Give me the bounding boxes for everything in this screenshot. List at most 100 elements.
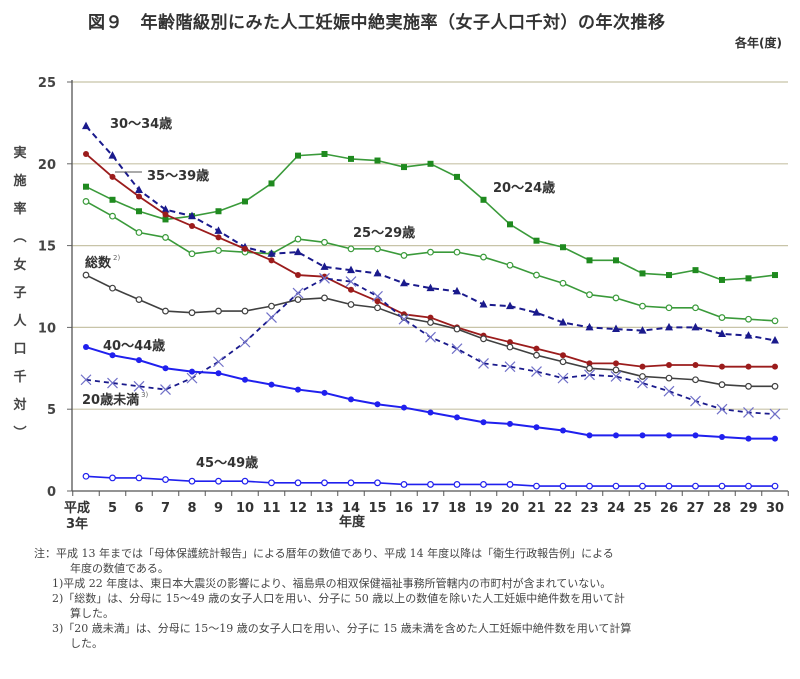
data-point xyxy=(295,386,301,393)
data-point xyxy=(319,272,330,284)
data-point xyxy=(744,331,753,339)
x-tick-label: 23 xyxy=(580,501,598,516)
data-point xyxy=(584,369,595,381)
data-point xyxy=(241,477,249,485)
x-tick-label-line2: 3年 xyxy=(66,516,88,532)
data-point xyxy=(612,366,620,374)
x-tick-label: 8 xyxy=(187,501,196,516)
data-point xyxy=(214,226,223,234)
data-point xyxy=(186,372,198,384)
data-point xyxy=(133,380,145,392)
data-point xyxy=(612,294,620,302)
y-axis-label: 実 施 率 ︵ 女 子 人 口 千 対 ︶ xyxy=(10,140,30,448)
footnotes: 注：平成 13 年までは「母体保護統計報告」による暦年の数値であり、平成 14 … xyxy=(34,546,774,651)
data-point xyxy=(745,435,752,442)
series-line xyxy=(85,200,776,322)
y-axis-label-char: ︶ xyxy=(13,426,27,441)
data-point xyxy=(189,368,195,375)
series-label: 20〜24歳 xyxy=(493,180,555,196)
y-axis-label-char: 実 xyxy=(13,146,27,161)
data-point xyxy=(109,284,116,292)
data-point xyxy=(613,257,619,264)
data-point xyxy=(241,307,249,315)
data-point xyxy=(242,198,248,205)
data-point xyxy=(347,301,355,308)
data-point xyxy=(639,482,646,490)
note-2-line1: 2)「総数」は、分母に 15〜49 歳の女子人口を用い、分子に 50 歳以上の数… xyxy=(52,592,625,605)
y-tick-label: 5 xyxy=(47,403,56,418)
x-tick-label: 25 xyxy=(633,501,651,516)
data-point xyxy=(718,314,726,321)
data-point xyxy=(772,435,778,442)
data-point xyxy=(425,331,436,343)
data-point xyxy=(560,352,566,359)
data-point xyxy=(82,121,90,130)
x-tick-label: 12 xyxy=(289,501,307,516)
data-point xyxy=(215,234,222,241)
data-point xyxy=(612,324,620,333)
data-point xyxy=(613,360,619,367)
data-point xyxy=(398,313,410,325)
x-tick-label: 11 xyxy=(262,501,280,516)
x-tick-label: 7 xyxy=(161,501,170,516)
data-point xyxy=(347,265,355,274)
data-point xyxy=(692,362,699,369)
data-point xyxy=(268,479,275,487)
data-point xyxy=(719,434,725,441)
data-point xyxy=(374,245,381,253)
data-point xyxy=(374,401,381,408)
series-line xyxy=(85,125,776,342)
data-point xyxy=(374,304,381,312)
data-point xyxy=(586,482,593,490)
data-point xyxy=(400,481,408,488)
x-tick-label: 20 xyxy=(501,501,519,516)
data-point xyxy=(162,476,169,483)
data-point xyxy=(267,249,276,257)
data-point xyxy=(718,329,726,337)
data-point xyxy=(719,276,725,283)
data-point xyxy=(135,296,143,303)
data-point xyxy=(136,357,142,364)
data-point xyxy=(533,345,540,352)
data-point xyxy=(453,481,461,488)
data-point xyxy=(80,374,92,386)
data-point xyxy=(373,268,382,277)
series-0 xyxy=(83,150,778,283)
x-tick-label: 22 xyxy=(554,501,572,516)
data-point xyxy=(427,248,434,256)
data-point xyxy=(559,482,567,490)
data-point xyxy=(109,173,116,180)
data-point xyxy=(109,352,116,359)
data-point xyxy=(347,245,355,253)
line-chart: 0 5 10 15 20 25 平成 5 6 7 8 9 10 11 12 13 14 15 16 17 18 19 20… xyxy=(38,76,789,532)
data-point xyxy=(586,432,593,439)
data-point xyxy=(507,339,513,346)
data-point xyxy=(718,482,726,490)
data-point xyxy=(533,271,540,279)
data-point xyxy=(242,245,248,252)
data-point xyxy=(189,222,195,229)
y-tick-labels: 0 5 10 15 20 25 xyxy=(38,76,56,500)
y-axis-label-char: 率 xyxy=(13,202,27,217)
data-point xyxy=(136,208,142,215)
data-point xyxy=(585,322,594,331)
data-point xyxy=(506,301,514,310)
series-7 xyxy=(82,472,779,490)
data-point xyxy=(745,382,752,390)
data-point xyxy=(188,309,196,317)
data-point xyxy=(320,262,329,270)
data-point xyxy=(401,404,407,411)
x-tick-labels: 平成 5 6 7 8 9 10 11 12 13 14 15 16 17 18 19 20 21 22 23 24 25 2… xyxy=(64,500,784,532)
data-point xyxy=(401,164,407,171)
y-axis-label-char: 子 xyxy=(13,286,27,301)
data-point xyxy=(533,351,540,359)
series-line xyxy=(85,274,775,388)
data-point xyxy=(507,221,513,228)
data-point xyxy=(771,382,779,390)
data-point xyxy=(666,362,672,369)
data-point xyxy=(400,252,408,259)
data-point xyxy=(135,474,143,482)
data-point xyxy=(161,205,170,213)
x-tick-label: 9 xyxy=(214,501,223,516)
data-point xyxy=(268,381,275,388)
